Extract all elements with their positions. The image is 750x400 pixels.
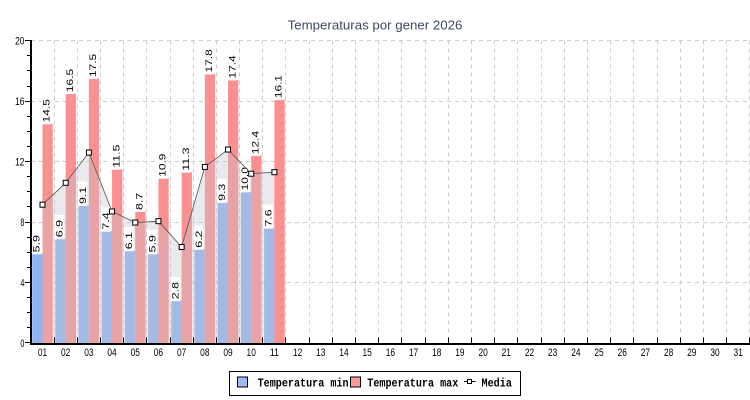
svg-text:0: 0 [20, 338, 24, 350]
svg-text:7.4: 7.4 [101, 212, 111, 229]
svg-text:07: 07 [177, 347, 186, 359]
svg-text:06: 06 [154, 347, 163, 359]
svg-text:22: 22 [525, 347, 534, 359]
svg-text:27: 27 [641, 347, 650, 359]
svg-text:12: 12 [15, 157, 24, 169]
svg-text:01: 01 [38, 347, 47, 359]
svg-text:30: 30 [710, 347, 719, 359]
svg-text:14: 14 [339, 347, 348, 359]
svg-text:05: 05 [131, 347, 140, 359]
svg-text:16.1: 16.1 [274, 75, 284, 98]
svg-text:25: 25 [594, 347, 603, 359]
svg-text:26: 26 [618, 347, 627, 359]
svg-text:23: 23 [548, 347, 557, 359]
svg-text:19: 19 [455, 347, 464, 359]
svg-text:14.5: 14.5 [42, 99, 52, 122]
svg-text:12.4: 12.4 [250, 131, 260, 154]
svg-text:18: 18 [432, 347, 441, 359]
svg-text:04: 04 [107, 347, 116, 359]
svg-text:08: 08 [200, 347, 209, 359]
svg-text:Temperatura max: Temperatura max [367, 377, 458, 390]
svg-text:20: 20 [478, 347, 487, 359]
svg-text:5.9: 5.9 [31, 235, 41, 252]
svg-text:16: 16 [15, 96, 24, 108]
svg-text:15: 15 [363, 347, 372, 359]
svg-text:12: 12 [293, 347, 302, 359]
svg-text:24: 24 [571, 347, 580, 359]
svg-text:16.5: 16.5 [65, 69, 75, 92]
svg-text:02: 02 [61, 347, 70, 359]
svg-text:10.9: 10.9 [158, 154, 168, 177]
svg-text:20: 20 [15, 36, 24, 48]
svg-text:5.9: 5.9 [147, 235, 157, 252]
svg-text:03: 03 [84, 347, 93, 359]
svg-text:17.4: 17.4 [227, 55, 237, 78]
svg-text:17.8: 17.8 [204, 49, 214, 72]
svg-text:17.5: 17.5 [88, 54, 98, 77]
svg-text:6.2: 6.2 [194, 230, 204, 247]
svg-text:29: 29 [687, 347, 696, 359]
svg-text:Media: Media [482, 377, 512, 390]
svg-text:11.5: 11.5 [111, 144, 121, 167]
svg-text:17: 17 [409, 347, 418, 359]
svg-text:11: 11 [270, 347, 279, 359]
svg-text:31: 31 [734, 347, 743, 359]
svg-text:8.7: 8.7 [135, 193, 145, 210]
svg-text:9.1: 9.1 [78, 187, 88, 204]
svg-text:11.3: 11.3 [181, 148, 191, 171]
svg-text:9.3: 9.3 [217, 184, 227, 201]
svg-text:8: 8 [20, 217, 24, 229]
svg-text:16: 16 [386, 347, 395, 359]
svg-text:4: 4 [20, 277, 24, 289]
svg-text:10.0: 10.0 [240, 167, 250, 190]
svg-text:7.6: 7.6 [263, 209, 273, 226]
svg-text:21: 21 [502, 347, 511, 359]
svg-text:10: 10 [247, 347, 256, 359]
svg-text:28: 28 [664, 347, 673, 359]
svg-text:Temperaturas por gener 2026: Temperaturas por gener 2026 [288, 17, 463, 32]
svg-text:2.8: 2.8 [171, 282, 181, 299]
svg-text:13: 13 [316, 347, 325, 359]
svg-text:Temperatura min: Temperatura min [258, 377, 349, 390]
svg-text:09: 09 [223, 347, 232, 359]
svg-text:6.9: 6.9 [55, 220, 65, 237]
svg-text:6.1: 6.1 [124, 232, 134, 249]
